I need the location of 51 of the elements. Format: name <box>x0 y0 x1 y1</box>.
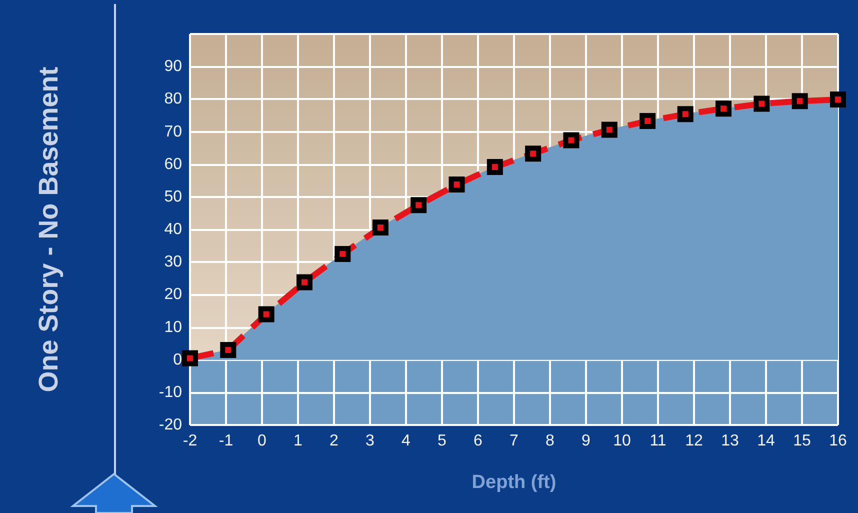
point <box>640 112 656 129</box>
point <box>410 197 427 214</box>
point <box>563 132 580 148</box>
point <box>830 91 846 108</box>
x-tick-label: -1 <box>218 432 234 450</box>
point <box>448 176 465 193</box>
x-tick-label: -2 <box>182 432 198 450</box>
x-tick-label: 12 <box>685 432 703 450</box>
point <box>716 100 732 117</box>
y-tick-label: 70 <box>164 123 182 140</box>
y-tick-label: 10 <box>164 318 182 336</box>
x-tick-label: 16 <box>829 432 847 450</box>
y-tick-label: 0 <box>173 351 182 368</box>
x-tick-label: 8 <box>546 432 555 450</box>
y-tick-label: 50 <box>164 188 182 206</box>
x-axis-title: Depth (ft) <box>472 472 556 493</box>
y-tick-label: 60 <box>164 156 182 173</box>
x-tick-label: 1 <box>294 432 303 450</box>
x-tick-label: 4 <box>402 432 411 450</box>
x-tick-label: 15 <box>793 432 811 450</box>
y-tick-label: 80 <box>164 90 182 108</box>
point <box>182 350 198 366</box>
y-tick-label: 90 <box>164 58 182 76</box>
y-axis-title: One Story - No Basement <box>34 66 64 392</box>
x-tick-label: 3 <box>366 432 375 450</box>
point <box>372 220 388 236</box>
y-tick-label: 20 <box>164 286 182 304</box>
x-tick-label: 7 <box>510 432 519 450</box>
point <box>525 146 542 162</box>
y-tick-label: 30 <box>164 254 182 271</box>
point <box>334 246 351 262</box>
point <box>296 274 312 290</box>
point <box>792 93 808 110</box>
point <box>754 96 770 112</box>
y-tick-label: -10 <box>158 384 182 401</box>
x-tick-label: 9 <box>582 432 591 450</box>
x-tick-label: 5 <box>438 432 447 450</box>
x-tick-label: 11 <box>650 432 666 450</box>
x-tick-label: 14 <box>757 432 775 450</box>
point <box>220 342 236 358</box>
point <box>486 158 503 175</box>
y-tick-label: -20 <box>158 416 182 434</box>
x-tick-label: 13 <box>721 432 739 450</box>
x-tick-label: 10 <box>613 432 631 450</box>
point <box>677 106 694 122</box>
x-tick-label: 6 <box>474 432 483 450</box>
point <box>258 306 274 322</box>
x-tick-label: 2 <box>330 432 339 450</box>
x-tick-label: 0 <box>258 432 267 450</box>
y-tick-label: 40 <box>164 221 182 238</box>
point <box>601 122 618 138</box>
